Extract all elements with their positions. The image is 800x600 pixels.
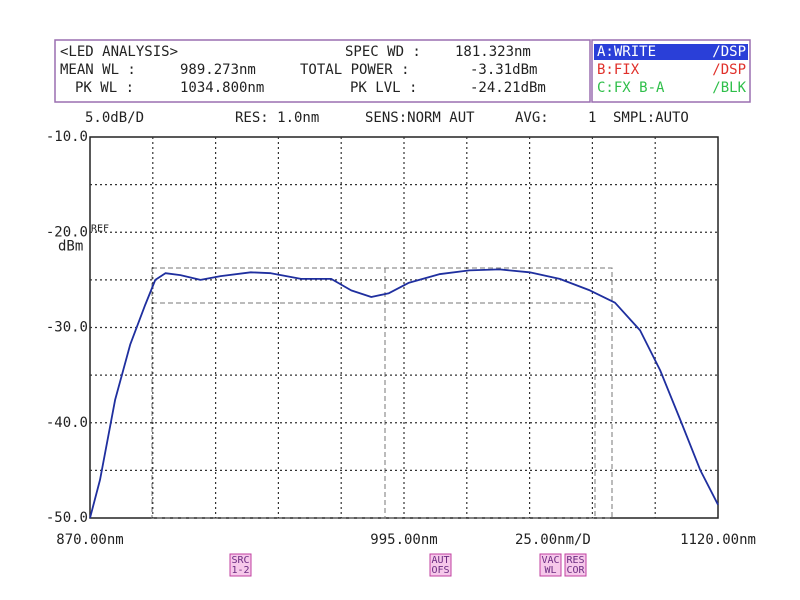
softkey-line: SRC — [231, 555, 249, 566]
field-label: SPEC WD : — [345, 44, 421, 60]
ref-label: REF — [91, 223, 109, 234]
field-label: TOTAL POWER : — [300, 62, 410, 78]
y-tick-label: -30.0 — [46, 320, 88, 336]
status-item: SMPL:AUTO — [613, 110, 689, 126]
field-value: -3.31dBm — [470, 62, 537, 78]
trace-mode: /DSP — [712, 62, 746, 78]
field-label: PK LVL : — [350, 80, 417, 96]
softkey-line: WL — [544, 565, 556, 576]
y-tick-label: -40.0 — [46, 415, 88, 431]
softkey-line: RES — [566, 555, 584, 566]
trace-label: B:FIX — [597, 62, 640, 78]
x-tick-label: 870.00nm — [56, 532, 123, 548]
softkey-line: AUT — [431, 555, 449, 566]
x-tick-label: 995.00nm — [370, 532, 437, 548]
spec-marker-box — [151, 267, 613, 519]
trace-label: C:FX B-A — [597, 80, 665, 96]
softkey-line: VAC — [541, 555, 559, 566]
field-value: 1034.800nm — [180, 80, 264, 96]
y-tick-label: -10.0 — [46, 129, 88, 145]
softkey — [564, 553, 587, 577]
field-value: -24.21dBm — [470, 80, 546, 96]
status-item: 5.0dB/D — [85, 110, 144, 126]
softkey — [539, 553, 562, 577]
y-axis-label: dBm — [58, 238, 83, 254]
field-label: PK WL : — [75, 80, 134, 96]
status-item: 1 — [588, 110, 596, 126]
softkey-line: OFS — [431, 565, 449, 576]
trace-mode: /BLK — [712, 80, 746, 96]
status-item: SENS:NORM AUT — [365, 110, 475, 126]
trace-highlight — [594, 44, 748, 60]
trace-mode: /DSP — [712, 44, 746, 60]
analysis-title: <LED ANALYSIS> — [60, 44, 178, 60]
softkey — [229, 553, 252, 577]
field-value: 989.273nm — [180, 62, 256, 78]
y-tick-label: -50.0 — [46, 510, 88, 526]
softkey-line: 1-2 — [231, 565, 249, 576]
analysis-panel — [54, 39, 591, 103]
x-div-label: 25.00nm/D — [515, 532, 591, 548]
trace-label: A:WRITE — [597, 44, 656, 60]
status-item: AVG: — [515, 110, 549, 126]
field-label: MEAN WL : — [60, 62, 136, 78]
status-item: RES: 1.0nm — [235, 110, 319, 126]
x-tick-label: 1120.00nm — [680, 532, 756, 548]
softkey — [429, 553, 452, 577]
field-value: 181.323nm — [455, 44, 531, 60]
softkey-line: COR — [566, 565, 585, 576]
y-tick-label: -20.0 — [46, 224, 88, 240]
trace-line — [89, 268, 719, 519]
